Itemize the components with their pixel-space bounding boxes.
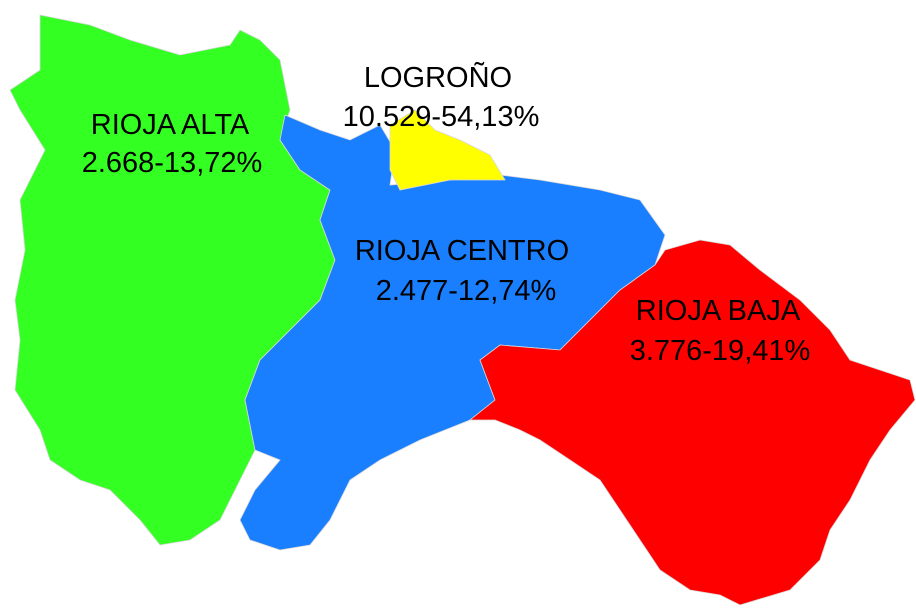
region-name: RIOJA BAJA xyxy=(636,295,801,327)
region-name: RIOJA CENTRO xyxy=(355,235,569,267)
region-label: 2.477-12,74% xyxy=(376,275,557,307)
region-rioja-baja xyxy=(468,239,916,606)
region-label: 3.776-19,41% xyxy=(630,335,811,367)
region-label: 2.668-13,72% xyxy=(82,147,263,179)
region-label: 10.529-54,13% xyxy=(343,101,540,133)
region-rioja-alta xyxy=(9,14,336,546)
region-name: LOGROÑO xyxy=(364,60,512,94)
region-logrono xyxy=(389,109,506,191)
region-name: RIOJA ALTA xyxy=(91,109,250,141)
